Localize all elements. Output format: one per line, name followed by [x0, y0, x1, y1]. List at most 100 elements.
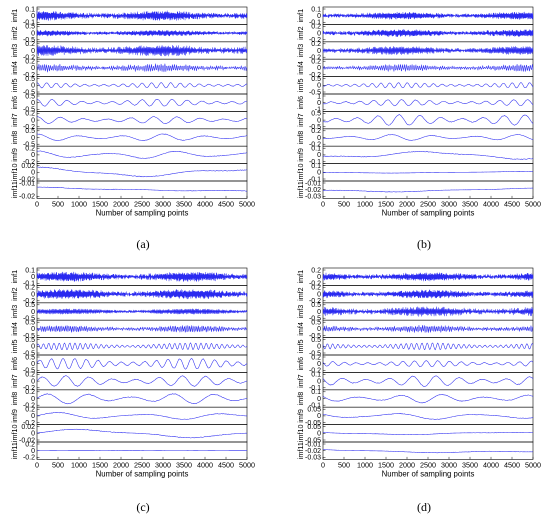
- y-tick-label: 0.5: [25, 93, 35, 100]
- y-tick-label: -0.1: [309, 159, 321, 166]
- axes-frame: [36, 145, 248, 164]
- series-label: imf2: [296, 287, 305, 301]
- imf-row: 0.20-0.2 imf11: [10, 441, 248, 462]
- series-label: imf9: [10, 409, 19, 423]
- imf-signal-line: [36, 116, 248, 124]
- y-tick-label: 0.2: [311, 41, 321, 48]
- x-tick-label: 1500: [378, 199, 394, 208]
- imf-row: 0.10-0.1 imf1: [296, 6, 534, 27]
- series-label: imf7: [10, 374, 19, 388]
- imf-signal-line: [322, 29, 534, 37]
- y-tick-label: -0.2: [23, 159, 35, 166]
- x-tick-label: 0: [35, 460, 39, 469]
- imf-signal-line: [36, 29, 248, 37]
- imf-signal-line: [36, 166, 248, 178]
- y-tick-label: -0.2: [23, 72, 35, 79]
- y-tick-label: 0.2: [311, 24, 321, 31]
- y-tick-label: 0.1: [25, 6, 35, 13]
- y-tick-label: -0.03: [305, 194, 321, 201]
- y-tick-label: 0: [31, 413, 35, 420]
- x-tick-label: 3500: [462, 460, 478, 469]
- imf-signal-line: [322, 46, 534, 55]
- imf-signal-line: [36, 342, 248, 351]
- y-tick-label: -0.5: [309, 316, 321, 323]
- imf-row: 0.50-0.5 imf4: [296, 320, 534, 340]
- y-tick-label: 0.2: [25, 441, 35, 448]
- axes-frame: [322, 372, 534, 391]
- subplot-d: 0.20-0.2imf10.20-0.2imf20.50-0.5imf30.50…: [296, 267, 541, 514]
- y-tick-label: 0.5: [25, 24, 35, 31]
- series-label: imf11: [10, 181, 19, 198]
- imf-row: 0.50-0.5 imf5: [10, 76, 248, 96]
- y-tick-label: 0: [317, 83, 321, 90]
- y-tick-label: -0.2: [23, 55, 35, 62]
- imf-signal-line: [36, 63, 248, 73]
- imf-row: 0.20-0.2 imf3: [10, 41, 248, 62]
- imf-row: 0.10-0.1 imf1: [10, 267, 248, 288]
- x-tick-label: 4500: [218, 199, 234, 208]
- x-tick-label: 3000: [441, 460, 457, 469]
- y-tick-label: 0: [317, 170, 321, 177]
- y-tick-label: 0: [31, 361, 35, 368]
- y-tick-label: -0.5: [23, 142, 35, 149]
- y-tick-label: 0.1: [311, 146, 321, 153]
- y-tick-label: 0.5: [311, 337, 321, 344]
- y-tick-label: 0: [31, 117, 35, 124]
- axes-frame: [322, 145, 534, 164]
- series-label: imf4: [10, 61, 19, 75]
- imf-row: 0.10-0.1 imf7: [296, 372, 534, 392]
- y-tick-label: 0.2: [25, 41, 35, 48]
- y-tick-label: 0: [31, 48, 35, 55]
- y-tick-label: -0.5: [309, 350, 321, 357]
- x-tick-label: 3000: [441, 199, 457, 208]
- y-tick-label: 0: [317, 30, 321, 37]
- imf-row: 0.50-0.5 imf4: [10, 320, 248, 340]
- y-tick-label: 0.1: [311, 389, 321, 396]
- y-tick-label: -0.2: [23, 455, 35, 462]
- x-tick-label: 2000: [399, 199, 415, 208]
- imf-signal-line: [322, 449, 534, 454]
- y-tick-label: 0: [31, 309, 35, 316]
- axes-frame: [322, 354, 534, 373]
- imf-signal-line: [36, 82, 248, 89]
- x-tick-label: 5000: [525, 199, 541, 208]
- x-tick-label: 1500: [92, 199, 108, 208]
- y-tick-label: 0.2: [311, 354, 321, 361]
- series-label: imf10: [296, 164, 305, 182]
- y-tick-label: 0.2: [311, 59, 321, 66]
- y-tick-label: 0: [317, 361, 321, 368]
- y-tick-label: 0: [31, 326, 35, 333]
- subfigure-caption: (a): [136, 237, 149, 251]
- y-tick-label: 0: [31, 448, 35, 455]
- imf-signal-line: [322, 272, 534, 282]
- y-tick-label: 0: [31, 344, 35, 351]
- x-tick-label: 2000: [113, 199, 129, 208]
- x-tick-label: 4500: [218, 460, 234, 469]
- y-tick-label: 0.1: [311, 163, 321, 170]
- x-tick-label: 500: [52, 460, 64, 469]
- y-tick-label: 0: [317, 309, 321, 316]
- y-tick-label: -0.03: [305, 455, 321, 462]
- x-tick-label: 3000: [155, 460, 171, 469]
- axes-frame: [322, 111, 534, 130]
- x-tick-label: 2000: [399, 460, 415, 469]
- x-axis-title: Number of sampling points: [96, 208, 189, 217]
- imf-signal-line: [36, 358, 248, 370]
- y-tick-label: 0: [31, 83, 35, 90]
- y-tick-label: 0: [31, 431, 35, 438]
- y-tick-label: -0.2: [309, 298, 321, 305]
- y-tick-label: 0.1: [25, 267, 35, 274]
- y-tick-label: 0: [317, 413, 321, 420]
- y-tick-label: 0: [317, 396, 321, 403]
- x-tick-label: 2500: [420, 199, 436, 208]
- x-axis-title: Number of sampling points: [382, 469, 475, 478]
- y-tick-label: 0.5: [311, 320, 321, 327]
- imf-signal-line: [36, 44, 248, 57]
- imf-signal-line: [322, 151, 534, 160]
- y-tick-label: 0: [31, 291, 35, 298]
- imf-row: 0.50-0.5 imf2: [10, 24, 248, 44]
- y-tick-label: 0: [317, 326, 321, 333]
- y-tick-label: 0.2: [25, 146, 35, 153]
- axes-frame: [322, 180, 534, 199]
